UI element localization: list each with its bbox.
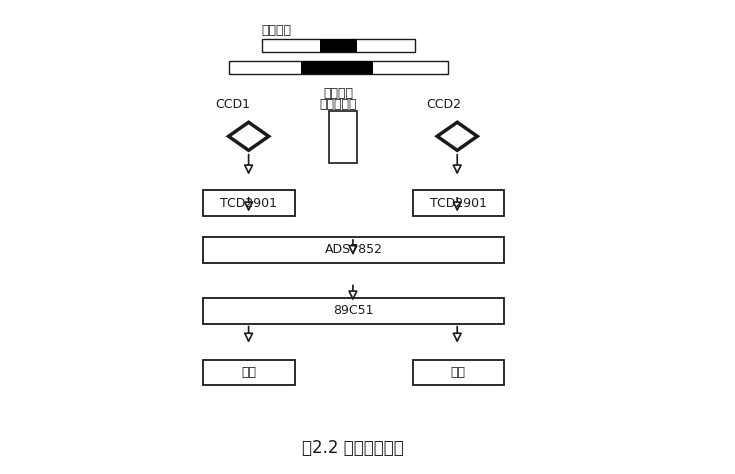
Bar <box>229 61 448 74</box>
Text: 键盘: 键盘 <box>242 366 257 379</box>
Bar <box>413 190 504 216</box>
Bar <box>204 190 295 216</box>
Text: 激光光斑: 激光光斑 <box>323 87 354 100</box>
Text: 显示: 显示 <box>451 366 466 379</box>
Text: 激光发生器: 激光发生器 <box>320 98 357 110</box>
Text: TCD2901: TCD2901 <box>430 197 487 210</box>
Bar <box>262 39 415 52</box>
Bar <box>320 39 356 52</box>
Text: CCD1: CCD1 <box>215 98 250 110</box>
Bar <box>204 237 504 263</box>
Text: TCD2901: TCD2901 <box>220 197 278 210</box>
Bar <box>329 111 356 163</box>
Bar <box>204 298 504 324</box>
Bar <box>301 61 373 74</box>
Bar <box>204 360 295 385</box>
Text: CCD2: CCD2 <box>426 98 462 110</box>
Text: 被测物体: 被测物体 <box>262 24 292 36</box>
Bar <box>413 360 504 385</box>
Polygon shape <box>437 122 477 150</box>
Text: ADS7852: ADS7852 <box>325 243 383 256</box>
Polygon shape <box>229 122 269 150</box>
Text: 图2.2 系统组成框图: 图2.2 系统组成框图 <box>302 439 404 457</box>
Text: 89C51: 89C51 <box>334 304 374 317</box>
